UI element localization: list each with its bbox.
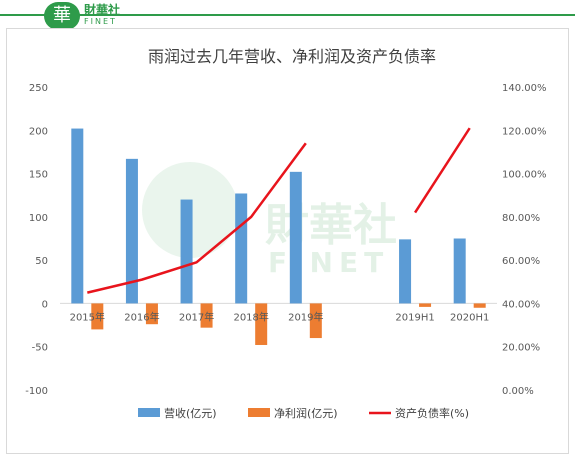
right-axis-tick-label: 60.00%	[502, 256, 540, 267]
net-profit-bar	[473, 303, 486, 308]
chart-panel	[6, 28, 569, 454]
category-label: 2020H1	[450, 312, 489, 323]
brand-rule	[0, 14, 575, 16]
revenue-bar	[289, 171, 302, 304]
legend-label: 净利润(亿元)	[274, 406, 338, 420]
right-axis-tick-label: 20.00%	[502, 343, 540, 354]
net-profit-bar	[419, 303, 432, 307]
right-axis-tick-label: 140.00%	[502, 83, 547, 94]
debt-ratio-line	[414, 127, 471, 214]
category-label: 2015年	[70, 310, 105, 323]
category-label: 2019H1	[395, 312, 434, 323]
revenue-bar	[235, 193, 248, 304]
left-axis-tick-label: 150	[29, 170, 48, 181]
legend-label: 营收(亿元)	[164, 406, 217, 420]
right-axis-tick-label: 40.00%	[502, 299, 540, 310]
right-axis-tick-label: 120.00%	[502, 126, 547, 137]
net-profit-bar	[145, 303, 158, 325]
net-profit-bar	[91, 303, 104, 330]
net-profit-bar	[309, 303, 322, 339]
right-axis-tick-label: 0.00%	[502, 386, 534, 397]
left-axis-tick-label: -100	[25, 386, 48, 397]
net-profit-bar	[200, 303, 213, 328]
revenue-bar	[453, 238, 466, 304]
left-axis-tick-label: 200	[29, 126, 48, 137]
category-label: 2016年	[124, 310, 159, 323]
brand-en: FINET	[84, 17, 117, 26]
category-label: 2019年	[288, 310, 323, 323]
left-axis-tick-label: 0	[42, 299, 48, 310]
watermark-cn: 財華社	[265, 200, 397, 251]
brand-name: 財華社	[84, 3, 121, 17]
net-profit-bar	[255, 303, 268, 345]
watermark-en: FINET	[268, 246, 389, 279]
revenue-bar	[125, 158, 138, 304]
legend: 营收(亿元) 净利润(亿元) 资产负债率(%)	[138, 406, 469, 420]
left-axis-tick-label: 50	[35, 256, 48, 267]
category-label: 2017年	[179, 310, 214, 323]
left-axis-tick-label: 250	[29, 83, 48, 94]
watermark: 財華社 FINET	[142, 162, 397, 279]
revenue-bar	[180, 199, 193, 304]
brand-logo-text: 財華社 FINET	[84, 3, 121, 27]
left-axis-tick-label: 100	[29, 213, 48, 224]
category-label: 2018年	[233, 310, 268, 323]
legend-swatch	[138, 408, 160, 417]
brand-logo-icon: 華	[44, 2, 80, 30]
right-axis-tick-label: 80.00%	[502, 213, 540, 224]
chart-title: 雨润过去几年营收、净利润及资产负债率	[148, 47, 436, 66]
revenue-bar	[71, 128, 84, 304]
right-axis-tick-label: 100.00%	[502, 170, 547, 181]
plot-area: 250 200 150 100 50 0 -50 -100 140.00% 120.00% 100.…	[25, 83, 546, 397]
legend-label: 资产负债率(%)	[395, 406, 469, 420]
left-axis-tick-label: -50	[32, 343, 48, 354]
legend-swatch	[248, 408, 270, 417]
debt-ratio-line	[87, 142, 307, 294]
revenue-bar	[399, 239, 412, 304]
